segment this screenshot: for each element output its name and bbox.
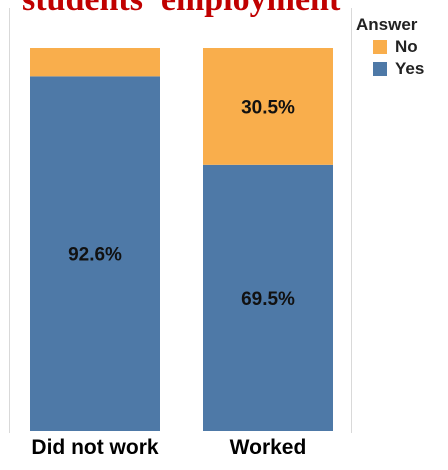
- bar-no-did-not-work: [30, 48, 160, 77]
- legend-item-no: No: [373, 36, 424, 58]
- legend-label-no: No: [395, 37, 418, 56]
- chart-title: students' employment: [22, 0, 340, 20]
- x-tick-label-did-not-work: Did not work: [31, 436, 159, 459]
- bar-no-worked: [203, 48, 333, 165]
- legend: Answer No Yes: [356, 14, 424, 80]
- data-label-yes-worked: 69.5%: [241, 289, 295, 310]
- plot-area: [9, 8, 352, 433]
- legend-item-yes: Yes: [373, 58, 424, 80]
- x-tick-label-worked: Worked: [229, 436, 307, 459]
- legend-title: Answer: [356, 15, 418, 34]
- legend-swatch-yes: [373, 62, 387, 76]
- legend-label-yes: Yes: [395, 59, 425, 78]
- data-label-no-worked: 30.5%: [241, 97, 295, 118]
- legend-swatch-no: [373, 40, 387, 54]
- bar-yes-worked: [203, 164, 333, 431]
- bar-yes-did-not-work: [30, 76, 160, 431]
- data-label-yes-did-not-work: 92.6%: [68, 245, 122, 266]
